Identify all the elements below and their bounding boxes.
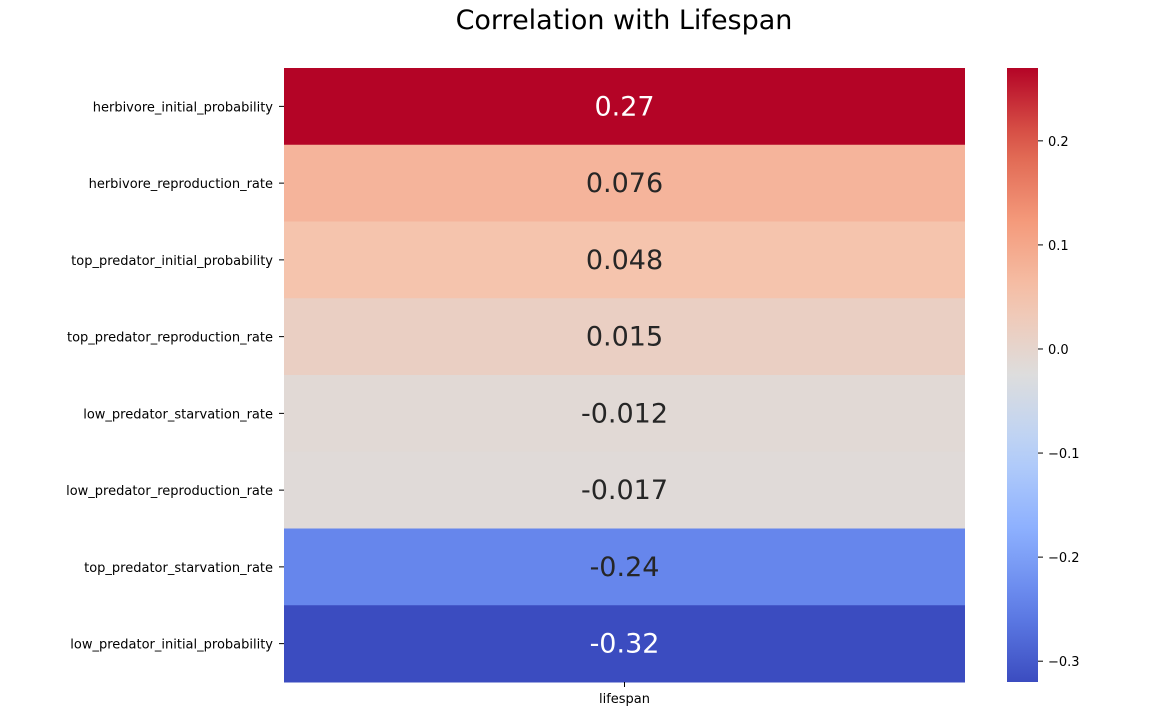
heatmap-cell <box>284 528 965 606</box>
column-label: lifespan <box>599 692 650 707</box>
row-label: low_predator_reproduction_rate <box>66 484 273 499</box>
row-label: top_predator_reproduction_rate <box>67 331 273 346</box>
heatmap-cell <box>284 221 965 299</box>
heatmap-cell <box>284 144 965 222</box>
cell-value-label: -0.017 <box>581 475 668 506</box>
colorbar-tick-label: 0.2 <box>1048 135 1069 150</box>
heatmap-cells: 0.27 0.076 0.048 0.015 -0.012 -0.017 -0.24 -0.3… <box>284 68 965 683</box>
colorbar: 0.2 0.1 0.0 −0.1 −0.2 −0.3 <box>1007 68 1080 682</box>
colorbar-tick-label: 0.0 <box>1048 343 1069 358</box>
colorbar-tick-label: 0.1 <box>1048 239 1069 254</box>
row-label: low_predator_starvation_rate <box>83 407 273 422</box>
colorbar-gradient <box>1007 68 1038 682</box>
cell-value-label: -0.24 <box>590 552 660 583</box>
row-label: top_predator_initial_probability <box>71 254 273 269</box>
row-label: low_predator_initial_probability <box>70 638 273 653</box>
cell-value-label: 0.27 <box>594 91 654 122</box>
cell-value-label: -0.32 <box>590 629 660 660</box>
heatmap-cell <box>284 375 965 453</box>
heatmap-cell <box>284 605 965 683</box>
colorbar-tick-label: −0.3 <box>1048 655 1080 670</box>
chart-title: Correlation with Lifespan <box>456 5 793 36</box>
heatmap-cell <box>284 68 965 146</box>
column-labels: lifespan <box>599 682 650 707</box>
cell-value-label: 0.015 <box>586 322 663 353</box>
row-label: herbivore_reproduction_rate <box>89 177 273 192</box>
cell-value-label: 0.048 <box>586 245 663 276</box>
colorbar-tick-label: −0.2 <box>1048 551 1080 566</box>
heatmap-cell <box>284 298 965 376</box>
row-labels: herbivore_initial_probability herbivore_r… <box>66 100 284 653</box>
heatmap-cell <box>284 451 965 529</box>
colorbar-tick-label: −0.1 <box>1048 447 1080 462</box>
cell-value-label: -0.012 <box>581 398 668 429</box>
row-label: top_predator_starvation_rate <box>84 561 273 576</box>
row-label: herbivore_initial_probability <box>93 100 274 115</box>
cell-value-label: 0.076 <box>586 168 663 199</box>
